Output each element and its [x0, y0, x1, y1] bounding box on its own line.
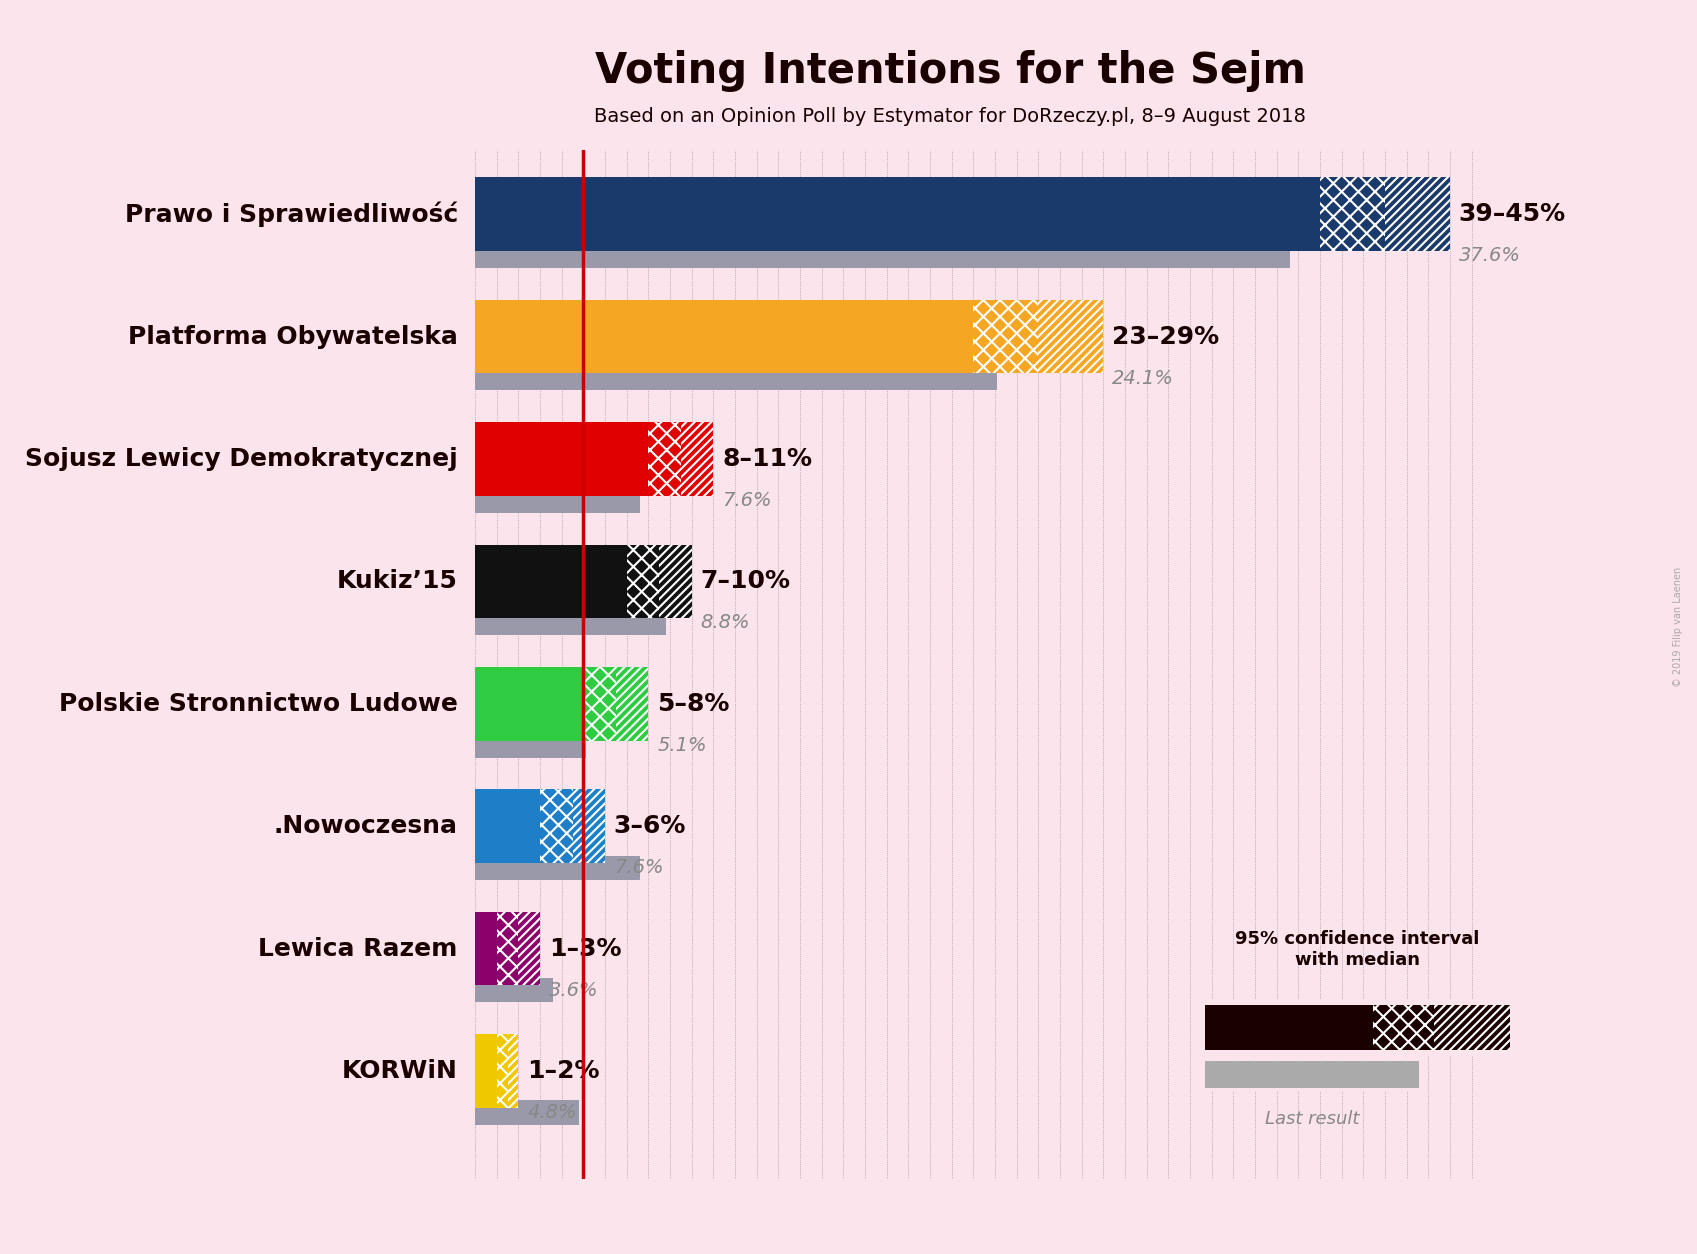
Bar: [475, 1035, 497, 1107]
Bar: [519, 912, 540, 986]
Bar: [660, 544, 692, 618]
Bar: [475, 667, 584, 741]
Text: .Nowoczesna: .Nowoczesna: [273, 814, 458, 838]
Bar: [497, 1035, 507, 1107]
Text: © 2019 Filip van Laenen: © 2019 Filip van Laenen: [1673, 567, 1683, 687]
Bar: [540, 790, 572, 863]
Text: 37.6%: 37.6%: [1459, 246, 1521, 266]
Bar: [475, 243, 1290, 268]
Text: 23–29%: 23–29%: [1112, 325, 1218, 349]
Text: Based on an Opinion Poll by Estymator for DoRzeczy.pl, 8–9 August 2018: Based on an Opinion Poll by Estymator fo…: [594, 107, 1307, 125]
Bar: [475, 423, 648, 495]
Bar: [648, 423, 680, 495]
Text: Polskie Stronnictwo Ludowe: Polskie Stronnictwo Ludowe: [59, 692, 458, 716]
Bar: [1320, 177, 1385, 251]
Bar: [584, 667, 616, 741]
Bar: [475, 544, 626, 618]
Text: Voting Intentions for the Sejm: Voting Intentions for the Sejm: [596, 50, 1305, 92]
Text: Prawo i Sprawiedliwość: Prawo i Sprawiedliwość: [124, 202, 458, 227]
Bar: [1039, 300, 1103, 374]
Bar: [1205, 1061, 1419, 1087]
Bar: [1205, 1006, 1373, 1051]
Text: Lewica Razem: Lewica Razem: [258, 937, 458, 961]
Bar: [475, 366, 998, 390]
Text: 7–10%: 7–10%: [701, 569, 791, 593]
Text: 5.1%: 5.1%: [657, 736, 706, 755]
Bar: [475, 611, 665, 636]
Text: 5–8%: 5–8%: [657, 692, 730, 716]
Text: 39–45%: 39–45%: [1459, 202, 1566, 226]
Text: 4.8%: 4.8%: [528, 1104, 577, 1122]
Bar: [572, 790, 606, 863]
Bar: [475, 978, 553, 1002]
Text: 7.6%: 7.6%: [614, 858, 664, 878]
Bar: [475, 912, 497, 986]
Bar: [1385, 177, 1449, 251]
Text: 3.6%: 3.6%: [548, 981, 599, 999]
Text: 7.6%: 7.6%: [723, 492, 772, 510]
Bar: [475, 1101, 579, 1125]
Text: 8.8%: 8.8%: [701, 613, 750, 632]
Bar: [974, 300, 1039, 374]
Text: 3–6%: 3–6%: [614, 814, 686, 838]
Text: 1–3%: 1–3%: [548, 937, 621, 961]
Bar: [680, 423, 713, 495]
Bar: [616, 667, 648, 741]
Bar: [475, 855, 640, 880]
Bar: [626, 544, 660, 618]
Bar: [475, 177, 1320, 251]
Text: 95% confidence interval
with median: 95% confidence interval with median: [1235, 930, 1480, 969]
Text: Kukiz’15: Kukiz’15: [338, 569, 458, 593]
Bar: [475, 734, 585, 757]
Text: 24.1%: 24.1%: [1112, 369, 1174, 387]
Text: Platforma Obywatelska: Platforma Obywatelska: [127, 325, 458, 349]
Bar: [475, 488, 640, 513]
Text: Sojusz Lewicy Demokratycznej: Sojusz Lewicy Demokratycznej: [25, 446, 458, 472]
Text: Last result: Last result: [1264, 1110, 1359, 1127]
Bar: [475, 790, 540, 863]
Bar: [475, 300, 974, 374]
Text: 1–2%: 1–2%: [528, 1060, 599, 1083]
Text: 8–11%: 8–11%: [723, 446, 813, 472]
Bar: [1373, 1006, 1434, 1051]
Bar: [497, 912, 519, 986]
Bar: [507, 1035, 519, 1107]
Text: KORWiN: KORWiN: [343, 1060, 458, 1083]
Bar: [1434, 1006, 1510, 1051]
